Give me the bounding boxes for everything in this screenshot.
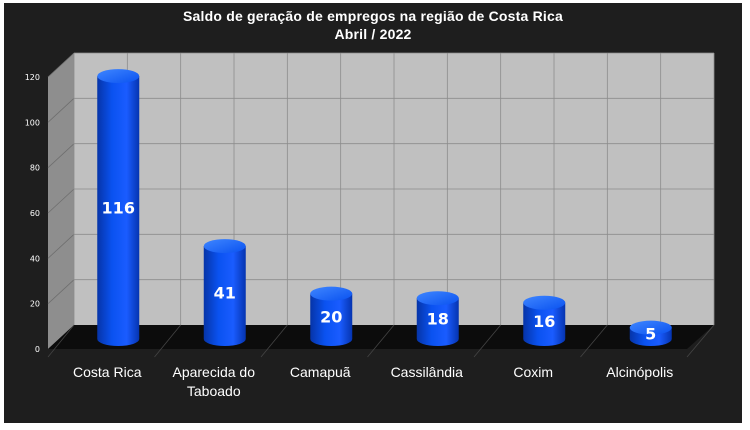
chart-title-line-2: Abril / 2022 <box>334 26 412 42</box>
gridline-side <box>47 234 75 259</box>
bar-body <box>523 302 566 347</box>
category-label: Costa Rica <box>73 364 142 380</box>
bar-top <box>203 239 246 254</box>
y-tick-label: 100 <box>25 118 40 127</box>
category-label-line: Aparecida do <box>172 364 255 380</box>
data-label: 41 <box>214 284 236 303</box>
chart-title-line-1: Saldo de geração de empregos na região d… <box>183 8 563 24</box>
floor-divider <box>154 324 181 358</box>
bar: 116 <box>97 69 140 347</box>
category-label-line: Coxim <box>513 364 553 380</box>
bar-top <box>416 291 459 306</box>
data-label: 20 <box>320 307 342 326</box>
y-tick-label: 120 <box>25 73 40 82</box>
floor-divider <box>367 324 395 358</box>
gridline-side <box>47 52 75 78</box>
category-label-line: Costa Rica <box>73 364 142 380</box>
bar-top <box>97 69 140 84</box>
y-tick-label: 0 <box>35 345 40 354</box>
floor-divider <box>473 324 501 358</box>
bar: 5 <box>629 320 672 347</box>
bar-body <box>416 298 459 347</box>
floor-divider <box>260 324 288 358</box>
category-label-line: Camapuã <box>290 364 351 380</box>
gridline-side <box>47 143 75 168</box>
bar: 41 <box>203 239 246 347</box>
category-label-line: Cassilândia <box>391 364 464 380</box>
bar-top <box>310 286 353 301</box>
category-label: Cassilândia <box>391 364 464 380</box>
y-tick-label: 40 <box>30 254 40 263</box>
gridline-side <box>47 279 75 304</box>
bar-body <box>203 246 246 347</box>
gridline-side <box>47 98 75 123</box>
gridline-side <box>47 188 75 214</box>
category-label: Aparecida do Taboado <box>172 364 255 399</box>
bar-body <box>310 293 353 347</box>
chart-plot: 0 20 40 60 80 100 120 116 41 20 18 16 5 Costa Rica A… <box>25 52 715 399</box>
floor-divider <box>47 324 75 358</box>
category-label: Coxim <box>513 364 553 380</box>
data-label: 16 <box>533 312 555 331</box>
chart-title: Saldo de geração de empregos na região d… <box>4 7 742 43</box>
category-label-line: Taboado <box>187 383 241 399</box>
bar: 20 <box>310 286 353 347</box>
data-label: 116 <box>102 199 135 218</box>
bar-top <box>629 320 672 335</box>
bar-top <box>523 295 566 310</box>
data-label: 18 <box>427 310 449 329</box>
floor <box>48 325 714 349</box>
y-tick-label: 60 <box>30 209 40 218</box>
floor-divider <box>686 324 715 358</box>
chart-frame: Saldo de geração de empregos na região d… <box>4 3 742 423</box>
category-label: Camapuã <box>290 364 351 380</box>
y-tick-label: 80 <box>30 164 40 173</box>
bar: 16 <box>523 295 566 347</box>
category-label-line: Alcinópolis <box>606 364 673 380</box>
bar-body <box>97 76 140 347</box>
floor-divider <box>580 324 608 358</box>
bar: 18 <box>416 291 459 347</box>
data-label: 5 <box>645 324 656 343</box>
y-tick-label: 20 <box>30 300 40 309</box>
category-label: Alcinópolis <box>606 364 673 380</box>
